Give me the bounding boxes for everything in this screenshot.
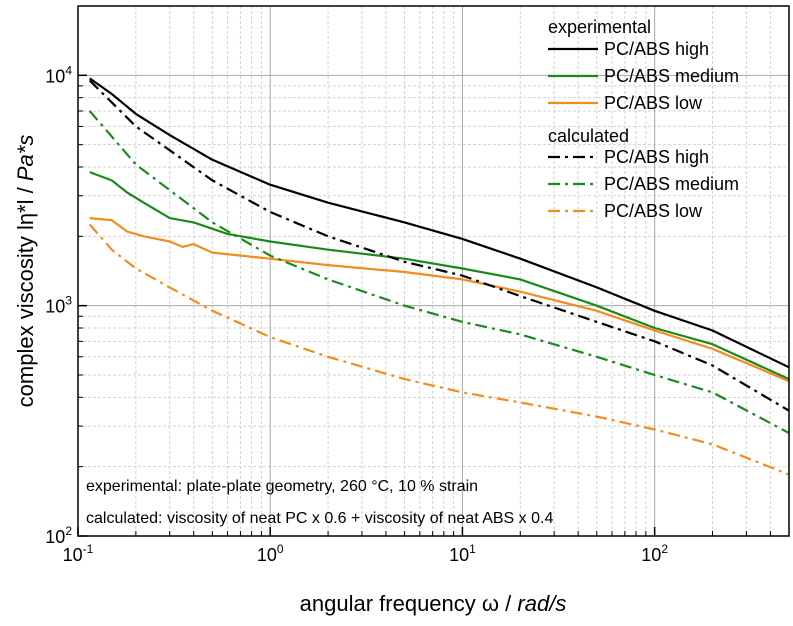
y-tick-label: 104: [45, 63, 72, 86]
x-tick-label-base: 10: [449, 545, 469, 565]
series-line-calculated-pc-abs-low: [88, 223, 789, 476]
y-tick-label-base: 10: [45, 297, 65, 317]
x-tick-label: 10-1: [63, 542, 94, 565]
x-axis-title: angular frequency ω / rad/s: [300, 591, 567, 616]
annotations: experimental: plate-plate geometry, 260 …: [86, 478, 553, 527]
y-tick-label-exponent: 3: [65, 294, 72, 308]
x-tick-label: 102: [641, 542, 668, 565]
series-line-experimental-pc-abs-high: [89, 77, 789, 369]
y-axis-title: complex viscosity lη*l / Pa*s: [13, 135, 38, 408]
x-tick-label-base: 10: [641, 545, 661, 565]
x-tick-label-exponent: 1: [469, 542, 476, 556]
series-line-calculated-pc-abs-medium: [88, 110, 789, 434]
y-tick-label-exponent: 4: [65, 63, 72, 77]
x-tick-label-base: 10: [257, 545, 277, 565]
y-tick-label-base: 10: [45, 66, 65, 86]
annotation-experimental: experimental: plate-plate geometry, 260 …: [86, 478, 478, 495]
x-tick-label-exponent: -1: [83, 542, 94, 556]
x-tick-label-exponent: 0: [277, 542, 284, 556]
legend-label-experimental-pc-abs-high: PC/ABS high: [604, 39, 709, 59]
annotation-calculated: calculated: viscosity of neat PC x 0.6 +…: [86, 510, 553, 527]
legend-label-calculated-pc-abs-medium: PC/ABS medium: [604, 174, 739, 194]
legend-label-experimental-pc-abs-low: PC/ABS low: [604, 93, 703, 113]
legend-label-calculated-pc-abs-high: PC/ABS high: [604, 147, 709, 167]
x-tick-label-base: 10: [63, 545, 83, 565]
y-tick-label: 103: [45, 294, 72, 317]
legend-label-experimental-pc-abs-medium: PC/ABS medium: [604, 66, 739, 86]
legend: experimental calculated PC/ABS high PC/AB…: [548, 17, 739, 221]
plot-frame: [77, 5, 790, 537]
series-line-experimental-pc-abs-low: [89, 217, 789, 383]
x-tick-label: 101: [449, 542, 476, 565]
y-tick-label-exponent: 2: [65, 524, 72, 538]
series-line-experimental-pc-abs-medium: [89, 171, 789, 381]
series-line-calculated-pc-abs-high: [88, 79, 789, 412]
y-tick-label: 102: [45, 524, 72, 547]
x-tick-label: 100: [257, 542, 284, 565]
series-layer: [88, 77, 789, 476]
legend-group-calculated: calculated: [548, 126, 629, 146]
legend-label-calculated-pc-abs-low: PC/ABS low: [604, 201, 703, 221]
axis-ticks: [77, 74, 771, 537]
legend-group-experimental: experimental: [548, 17, 651, 37]
y-tick-label-base: 10: [45, 527, 65, 547]
x-tick-label-exponent: 2: [661, 542, 668, 556]
